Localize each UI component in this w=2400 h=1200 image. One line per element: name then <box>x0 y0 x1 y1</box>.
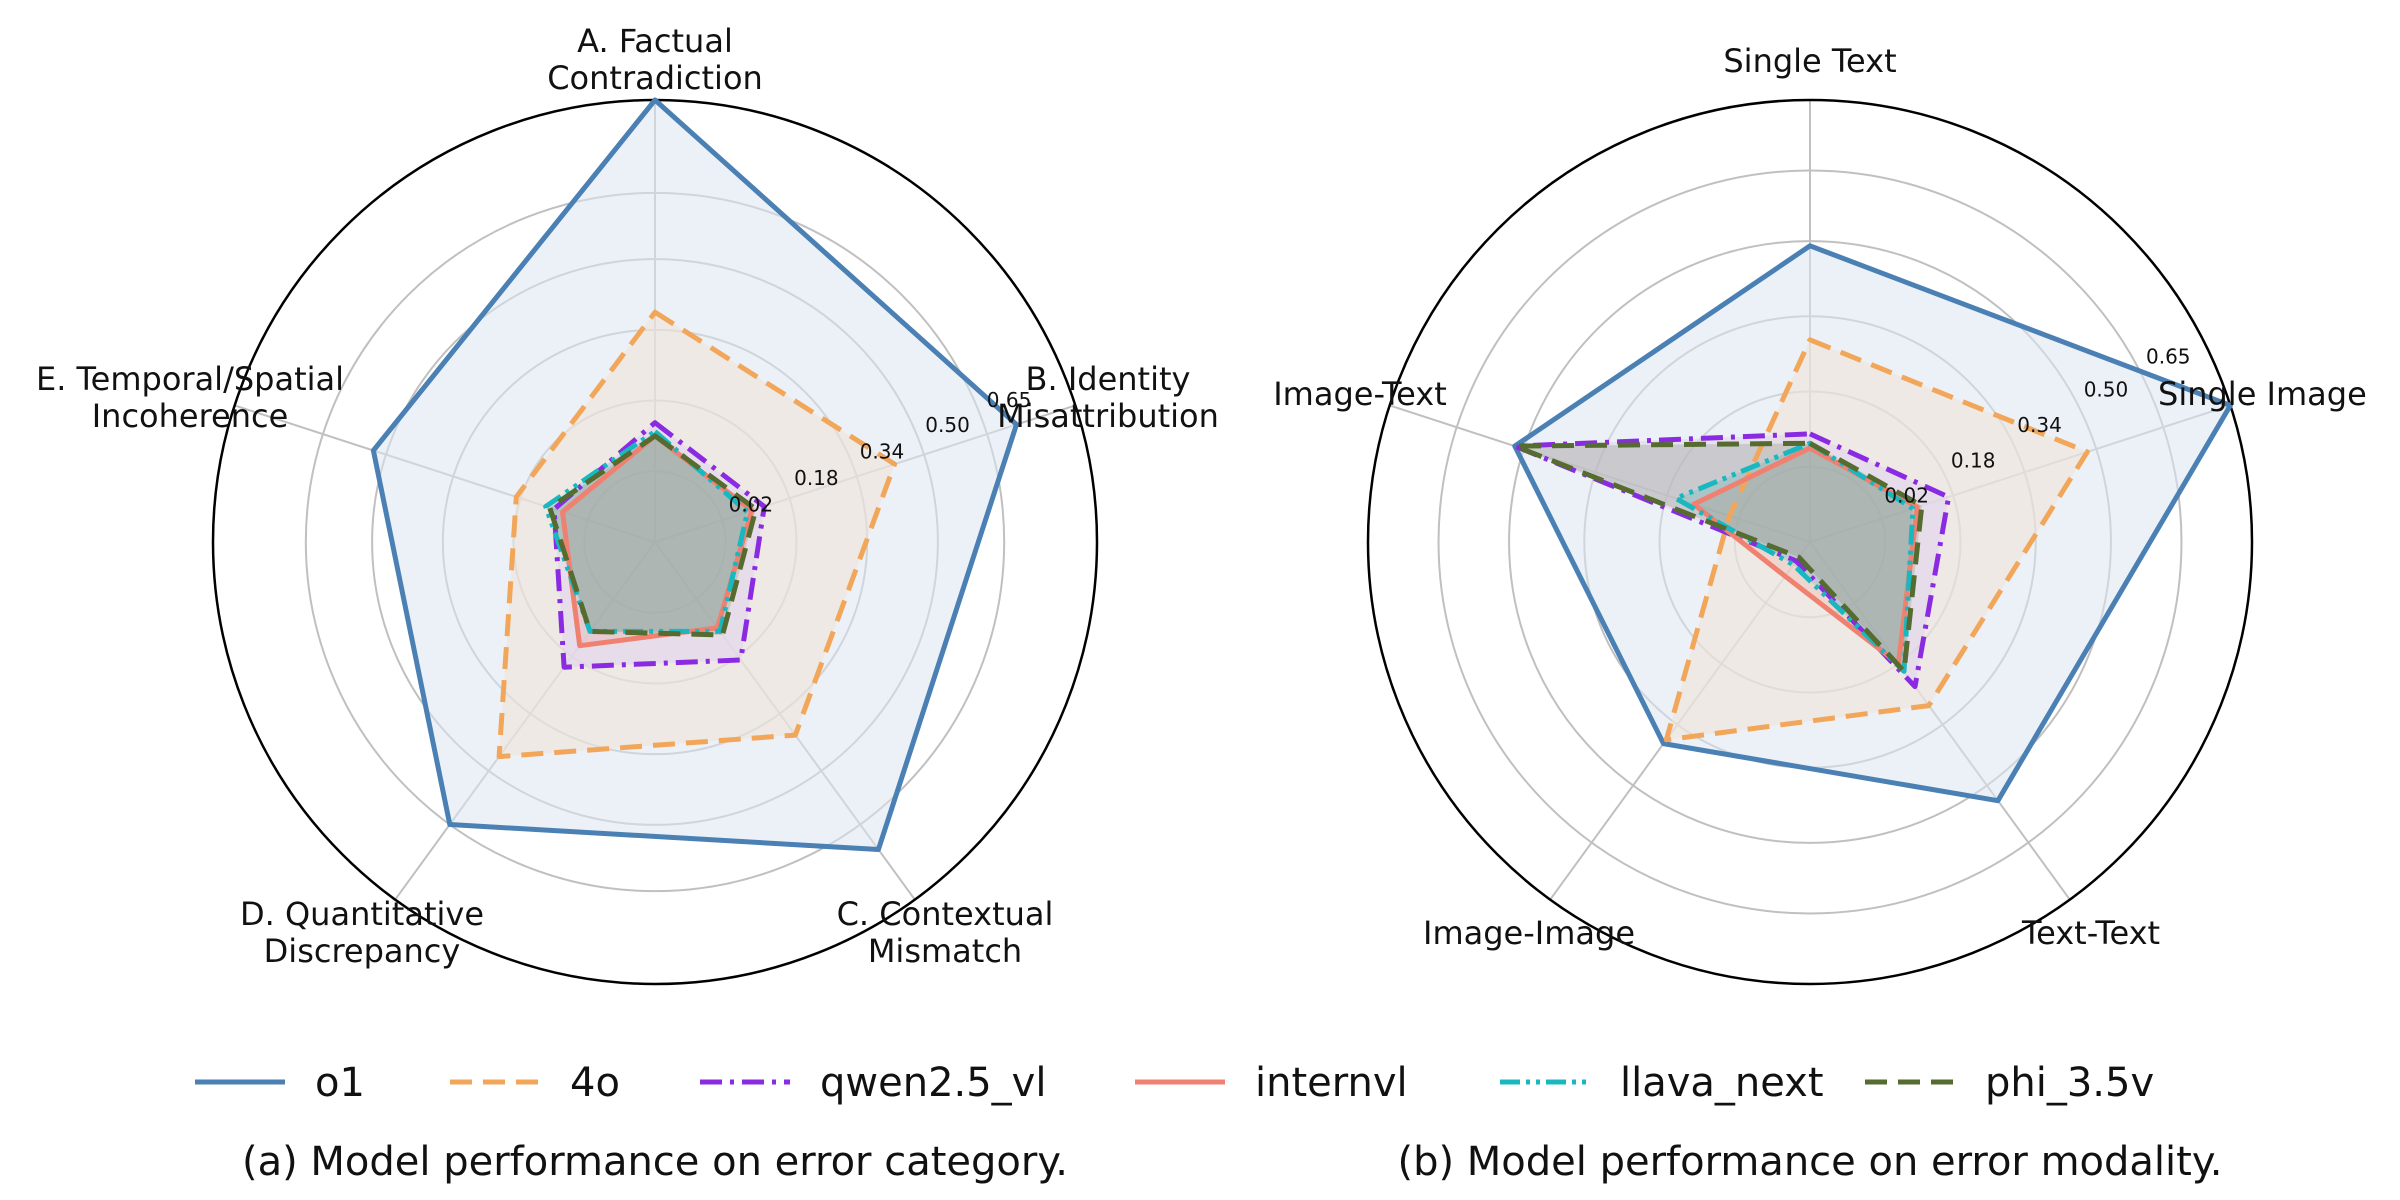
caption-b: (b) Model performance on error modality. <box>1397 1139 2222 1185</box>
radial-tick-label: 0.02 <box>729 493 774 517</box>
legend-item-phi-3-5v: phi_3.5v <box>1865 1060 2154 1106</box>
series-fill-phi-3-5v <box>1514 443 1922 672</box>
series-lines <box>370 97 1019 852</box>
series-lines <box>1512 243 2233 804</box>
series-line-o1 <box>1512 243 2233 804</box>
legend-label: internvl <box>1255 1060 1408 1106</box>
radial-tick-label: 0.34 <box>860 440 905 464</box>
series-fills <box>1514 245 2231 801</box>
outer-frame <box>1366 98 2254 986</box>
legend-label: o1 <box>315 1060 365 1106</box>
radial-tick-label: 0.50 <box>925 413 970 437</box>
radial-tick-label: 0.65 <box>2146 345 2191 369</box>
legend-label: qwen2.5_vl <box>820 1060 1046 1106</box>
legend-item-4o: 4o <box>450 1060 620 1106</box>
legend: o1 4o qwen2.5_vl internvl llava_next phi_3.5v <box>195 1060 2154 1106</box>
legend-label: 4o <box>570 1060 620 1106</box>
axis-label-e-temporal-spatial-incoherence: E. Temporal/Spatial Incoherence <box>36 360 344 435</box>
radial-tick-label: 0.34 <box>2017 413 2062 437</box>
axis-label-text-text: Text-Text <box>2021 914 2160 952</box>
legend-item-llava-next: llava_next <box>1500 1060 1824 1106</box>
series-line-internvl <box>560 433 755 649</box>
series-line-phi-3-5v <box>547 433 759 638</box>
series-fill-phi-3-5v <box>549 435 756 635</box>
series-line-4o <box>1663 337 2090 743</box>
caption-a: (a) Model performance on error category. <box>242 1139 1068 1185</box>
series-line-phi-3-5v <box>1512 440 1925 674</box>
axis-label-a-factual-contradiction: A. Factual Contradiction <box>547 22 763 97</box>
radial-tick-label: 0.18 <box>794 466 839 490</box>
radial-tick-label: 0.65 <box>987 388 1032 412</box>
series-fill-internvl <box>562 435 752 646</box>
series-fills <box>373 100 1017 850</box>
series-line-4o <box>496 309 898 760</box>
axis-label-single-image: Single Image <box>2158 375 2367 413</box>
radial-tick-label: 0.18 <box>1951 448 1996 472</box>
axis-label-d-quantitative-discrepancy: D. Quantitative Discrepancy <box>240 895 484 970</box>
series-line-llava-next <box>543 429 750 634</box>
radar-chart-error-modality: 0.02 0.18 0.34 0.50 0.65 Single Text Single Im… <box>1273 42 2367 986</box>
axis-label-image-image: Image-Image <box>1423 914 1635 952</box>
legend-item-o1: o1 <box>195 1060 365 1106</box>
legend-label: phi_3.5v <box>1985 1060 2154 1106</box>
legend-item-qwen2-5-vl: qwen2.5_vl <box>700 1060 1046 1106</box>
axis-label-c-contextual-mismatch: C. Contextual Mismatch <box>837 895 1054 970</box>
axis-label-image-text: Image-Text <box>1273 375 1447 413</box>
series-fill-internvl <box>1693 448 1918 664</box>
series-fill-qwen2-5-vl <box>1514 433 1949 687</box>
radar-chart-error-category: 0.02 0.18 0.34 0.50 0.65 A. Factual Contradict… <box>36 22 1219 986</box>
axis-label-single-text: Single Text <box>1723 42 1896 80</box>
radial-tick-label: 0.02 <box>1884 484 1929 508</box>
axis-label-b-identity-misattribution: B. Identity Misattribution <box>997 360 1219 435</box>
legend-label: llava_next <box>1620 1060 1824 1106</box>
series-fill-qwen2-5-vl <box>554 422 765 668</box>
series-line-o1 <box>370 97 1019 852</box>
radial-tick-label: 0.50 <box>2084 378 2129 402</box>
legend-item-internvl: internvl <box>1135 1060 1408 1106</box>
series-line-llava-next <box>1673 440 1916 674</box>
